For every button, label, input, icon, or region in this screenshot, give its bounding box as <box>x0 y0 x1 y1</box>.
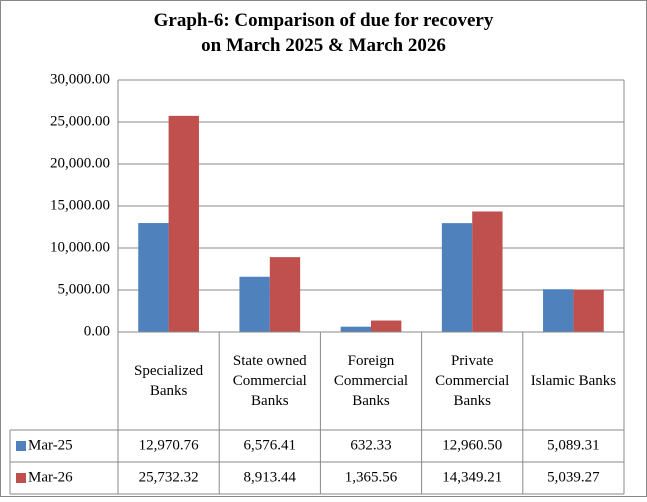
y-tick-label: 15,000.00 <box>50 197 110 213</box>
category-box: State owned Commercial Banks <box>232 353 307 409</box>
bar <box>573 289 604 332</box>
table-value: 5,039.27 <box>547 469 600 485</box>
category-box: Private Commercial Banks <box>435 353 510 409</box>
legend-label: Mar-25 <box>28 437 73 453</box>
table-value: 632.33 <box>350 437 391 453</box>
y-tick-label: 25,000.00 <box>50 113 110 129</box>
bar <box>472 211 503 332</box>
x-tick-label: Islamic Banks <box>530 373 617 389</box>
legend-label: Mar-26 <box>28 469 73 485</box>
y-tick-label: 5,000.00 <box>58 281 111 297</box>
y-tick-label: 0.00 <box>84 323 110 339</box>
title-box: Graph-6: Comparison of due for recovery … <box>153 10 494 56</box>
bar <box>543 289 574 332</box>
bar <box>340 326 371 332</box>
category-box: Islamic Banks <box>530 373 617 389</box>
table-value: 25,732.32 <box>139 469 199 485</box>
y-tick-label: 20,000.00 <box>50 155 110 171</box>
table-value: 6,576.41 <box>244 437 297 453</box>
table-value: 5,089.31 <box>547 437 600 453</box>
category-box: Foreign Commercial Banks <box>333 353 409 409</box>
table-value: 8,913.44 <box>244 469 297 485</box>
bar <box>168 115 199 332</box>
chart-title: Graph-6: Comparison of due for recovery … <box>153 10 494 56</box>
table-value: 1,365.56 <box>345 469 398 485</box>
y-tick-label: 10,000.00 <box>50 239 110 255</box>
bar <box>269 257 301 332</box>
table-value: 12,960.50 <box>442 437 502 453</box>
table-value: 14,349.21 <box>442 469 502 485</box>
category-box: Specialized Banks <box>134 363 204 399</box>
bar <box>138 223 169 332</box>
legend-key <box>16 473 26 483</box>
x-tick-label: Foreign Commercial Banks <box>333 353 409 409</box>
y-tick-label: 30,000.00 <box>50 71 110 87</box>
bar <box>371 320 402 332</box>
x-tick-label: Private Commercial Banks <box>435 353 510 409</box>
table-value: 12,970.76 <box>139 437 200 453</box>
bar <box>239 276 270 332</box>
x-tick-label: State owned Commercial Banks <box>232 353 307 409</box>
x-tick-label: Specialized Banks <box>134 363 204 399</box>
bar <box>441 223 473 332</box>
legend-key <box>16 441 26 451</box>
